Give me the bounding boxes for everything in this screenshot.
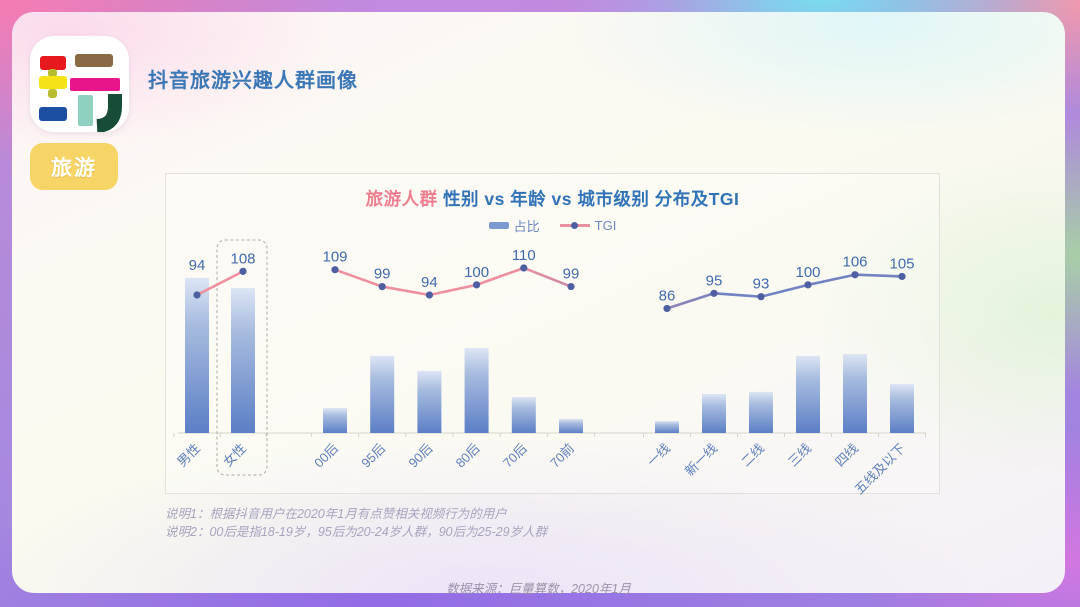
- bar-80后: [464, 348, 489, 433]
- content-card: 旅游 抖音旅游兴趣人群画像 旅游人群 性别 vs 年龄 vs 城市级别 分布及T…: [12, 12, 1065, 596]
- tgi-value-label: 95: [706, 272, 723, 289]
- legend-share-label: 占比: [513, 219, 540, 234]
- line-swatch-icon: [559, 222, 590, 228]
- x-axis-label-女性: 女性: [220, 441, 249, 470]
- bar-swatch-icon: [488, 222, 509, 229]
- chart-panel: 旅游人群 性别 vs 年龄 vs 城市级别 分布及TGI 占比 TGI 94 10…: [165, 173, 940, 495]
- play-logo: [30, 36, 129, 132]
- tgi-value-label: 100: [464, 264, 489, 281]
- tgi-point-四线: [851, 271, 859, 279]
- tgi-value-label: 106: [842, 254, 867, 271]
- chart-title-highlight: 旅游人群: [365, 189, 438, 209]
- tgi-point-女性: [239, 267, 247, 275]
- chart-legend: 占比 TGI: [166, 216, 939, 235]
- tgi-line-性别: [196, 270, 244, 297]
- chart-canvas: 94 108 男性 女性 109 99 94 100 110 99 00后 95后 90后 80后 70后 7…: [173, 239, 926, 495]
- tgi-point-95后: [378, 282, 386, 291]
- logo-block-teal: [78, 95, 93, 126]
- bar-男性: [185, 277, 209, 433]
- tgi-point-三线: [804, 281, 812, 289]
- bar-00后: [323, 408, 347, 433]
- x-axis-label-二线: 二线: [738, 441, 767, 470]
- chart-title-rest: 性别 vs 年龄 vs 城市级别 分布及TGI: [437, 189, 740, 209]
- bar-70前: [559, 418, 583, 433]
- tgi-point-一线: [663, 304, 671, 313]
- page-title: 抖音旅游兴趣人群画像: [148, 70, 358, 92]
- tgi-value-label: 94: [189, 257, 206, 274]
- legend-tgi-label: TGI: [594, 218, 617, 233]
- x-axis-label-男性: 男性: [174, 441, 203, 470]
- tgi-point-70前: [567, 282, 575, 291]
- bar-女性: [231, 288, 255, 433]
- footnote-1: 说明1：根据抖音用户在2020年1月有点赞相关视频行为的用户: [165, 507, 507, 521]
- logo-block-pink: [70, 78, 120, 91]
- tgi-point-70后: [520, 264, 528, 272]
- highlight-box: [216, 239, 268, 476]
- x-axis-label-新一线: 新一线: [682, 441, 720, 479]
- x-axis-label-70前: 70前: [547, 441, 577, 471]
- tgi-value-label: 86: [659, 287, 676, 304]
- tgi-point-新一线: [710, 289, 718, 297]
- x-axis-label-90后: 90后: [405, 441, 435, 471]
- bar-一线: [655, 421, 679, 433]
- tgi-value-label: 110: [512, 247, 536, 264]
- x-axis-label-00后: 00后: [311, 441, 341, 471]
- tgi-point-90后: [425, 291, 433, 299]
- tgi-value-label: 105: [889, 255, 914, 272]
- legend-item-share: 占比: [488, 216, 540, 235]
- logo-curve-green: [96, 94, 122, 132]
- footnotes: 说明1：根据抖音用户在2020年1月有点赞相关视频行为的用户 说明2：00后是指…: [165, 505, 547, 541]
- x-axis-label-一线: 一线: [644, 441, 673, 470]
- x-axis-label-95后: 95后: [358, 441, 388, 471]
- tgi-point-00后: [331, 266, 339, 274]
- tgi-value-label: 108: [230, 250, 255, 267]
- footnote-2: 说明2：00后是指18-19岁，95后为20-24岁人群，90后为25-29岁人…: [165, 525, 548, 539]
- bar-70后: [511, 397, 536, 433]
- tgi-value-label: 94: [421, 274, 438, 291]
- x-axis-label-70后: 70后: [500, 441, 530, 471]
- tgi-value-label: 100: [795, 264, 820, 281]
- x-axis-label-80后: 80后: [453, 441, 483, 471]
- tgi-point-男性: [193, 291, 201, 299]
- bar-新一线: [702, 394, 726, 433]
- logo-block-yellow: [39, 76, 67, 89]
- logo-block-olive2: [48, 89, 57, 98]
- tgi-line-年龄: [334, 266, 572, 297]
- logo-block-brown: [75, 54, 113, 67]
- legend-item-tgi: TGI: [559, 218, 617, 233]
- bar-90后: [417, 370, 442, 433]
- tgi-value-label: 99: [563, 266, 580, 283]
- chart-title: 旅游人群 性别 vs 年龄 vs 城市级别 分布及TGI: [166, 186, 939, 211]
- logo-block-blue: [39, 107, 67, 121]
- x-axis-label-四线: 四线: [832, 441, 861, 470]
- bar-三线: [796, 355, 820, 433]
- logo-block-olive1: [48, 69, 57, 77]
- tgi-line-城市级别: [666, 273, 903, 310]
- tgi-value-label: 93: [753, 276, 770, 293]
- tgi-value-label: 109: [322, 249, 347, 266]
- category-badge: 旅游: [30, 143, 118, 190]
- tgi-point-五线及以下: [898, 272, 906, 281]
- data-source: 数据来源：巨量算数，2020年1月: [446, 582, 631, 596]
- bar-五线及以下: [890, 384, 914, 433]
- logo-block-red: [40, 56, 66, 70]
- tgi-value-label: 99: [374, 266, 391, 283]
- x-axis-label-三线: 三线: [785, 441, 814, 470]
- x-axis-label-五线及以下: 五线及以下: [852, 441, 909, 495]
- bar-二线: [749, 391, 773, 433]
- bar-95后: [370, 355, 395, 433]
- tgi-point-二线: [757, 293, 765, 301]
- tgi-point-80后: [473, 281, 481, 289]
- bar-四线: [843, 354, 867, 433]
